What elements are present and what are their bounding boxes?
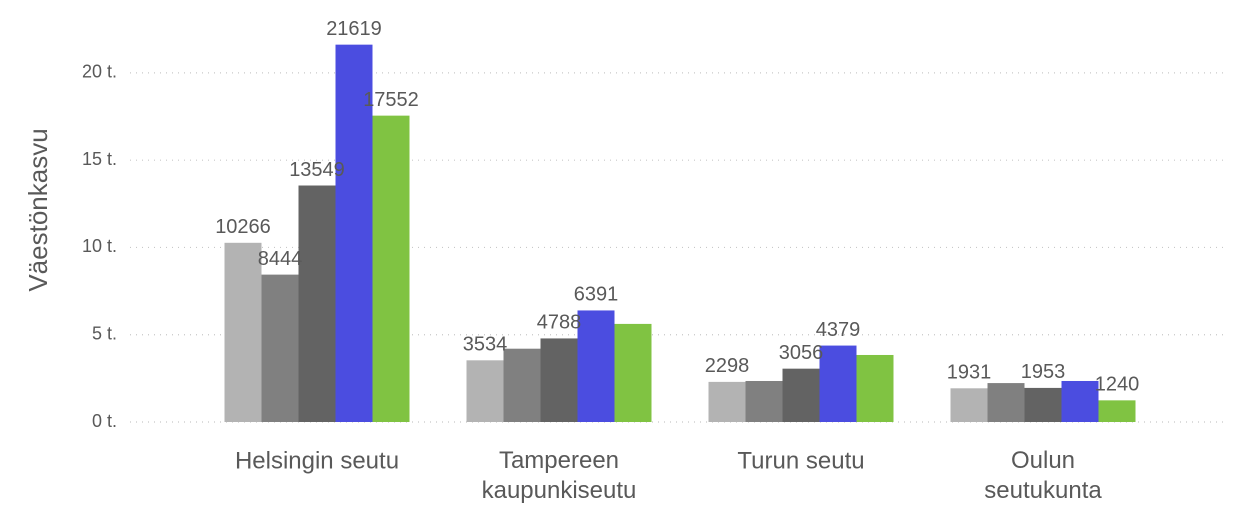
bar (503, 348, 541, 422)
data-label: 8444 (258, 248, 303, 270)
bar (856, 354, 894, 422)
bar (708, 381, 746, 422)
y-axis-title: Väestönkasvu (23, 128, 53, 291)
bar (745, 380, 783, 422)
bar (819, 345, 857, 422)
x-tick-label: Turun seutu (737, 447, 864, 474)
data-label: 21619 (326, 18, 382, 40)
data-label: 13549 (289, 159, 345, 181)
data-label: 1953 (1021, 361, 1066, 383)
data-label: 3534 (463, 334, 508, 356)
bar (224, 242, 262, 422)
data-label: 2298 (705, 355, 750, 377)
bar (950, 388, 988, 422)
bar (577, 310, 615, 422)
bar (1098, 400, 1136, 422)
data-label: 3056 (779, 342, 824, 364)
y-tick-label: 20 t. (82, 62, 117, 82)
y-tick-label: 10 t. (82, 236, 117, 256)
x-tick-label: Helsingin seutu (235, 447, 399, 474)
data-label: 1240 (1095, 374, 1140, 396)
data-label: 4788 (537, 312, 582, 334)
bar (335, 44, 373, 423)
x-tick-label: Oulun seutukunta (984, 447, 1102, 504)
data-label: 6391 (574, 284, 619, 306)
x-tick-label: Tampereen kaupunkiseutu (482, 447, 637, 504)
bar (540, 338, 578, 422)
y-tick-label: 5 t. (92, 323, 117, 343)
bar (614, 323, 652, 422)
y-tick-label: 15 t. (82, 149, 117, 169)
bar (987, 383, 1025, 422)
data-label: 1931 (947, 362, 992, 384)
bar (1061, 380, 1099, 422)
data-label: 17552 (363, 89, 419, 111)
bar (466, 360, 504, 422)
bar (298, 185, 336, 422)
y-tick-label: 0 t. (92, 411, 117, 431)
bar (782, 368, 820, 422)
data-label: 4379 (816, 319, 861, 341)
bar (1024, 387, 1062, 422)
bar (372, 115, 410, 422)
bar (261, 274, 299, 422)
data-label: 10266 (215, 216, 271, 238)
